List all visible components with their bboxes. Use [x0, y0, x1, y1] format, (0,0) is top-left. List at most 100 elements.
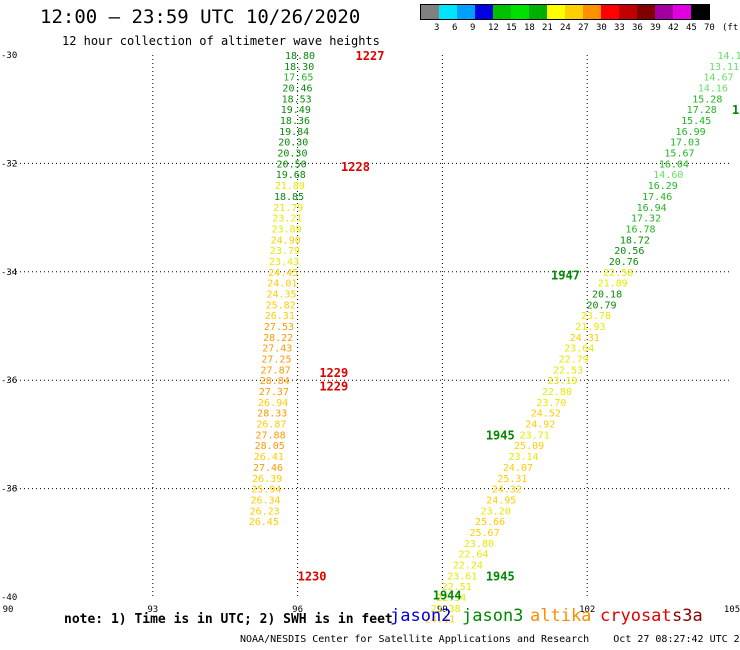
pass-time-label: 1945: [486, 569, 515, 583]
legend-label: 24: [560, 23, 571, 33]
swh-value: 26.39: [252, 474, 282, 485]
legend-color-bar: [420, 4, 710, 20]
swh-value: 28.33: [257, 409, 287, 420]
legend-label: 18: [524, 23, 535, 33]
swh-value: 18.36: [280, 116, 310, 127]
swh-value: 28.84: [260, 376, 290, 387]
legend-swatch: [547, 5, 565, 19]
legend-swatch: [475, 5, 493, 19]
swh-value: 20.46: [282, 84, 312, 95]
swh-value: 18.30: [284, 62, 314, 73]
swh-value: 25.66: [475, 517, 505, 528]
swh-value: 25.67: [469, 528, 499, 539]
y-tick-label: -40: [1, 593, 17, 603]
pass-time-label: 1229: [319, 366, 348, 380]
swh-value: 27.87: [261, 365, 291, 376]
swh-value: 22.64: [458, 550, 488, 561]
legend-swatch: [691, 5, 709, 19]
satellite-name: jason2: [390, 606, 452, 626]
chart-title: 12:00 — 23:59 UTC 10/26/2020: [40, 6, 361, 28]
swh-value: 16.94: [637, 203, 667, 214]
swh-value: 26.45: [249, 517, 279, 528]
swh-value: 26.34: [250, 495, 280, 506]
swh-value: 17.28: [687, 105, 717, 116]
chart-subtitle: 12 hour collection of altimeter wave hei…: [62, 34, 380, 48]
swh-value: 24.31: [570, 333, 600, 344]
swh-value: 23.21: [272, 214, 302, 225]
swh-value: 24.07: [503, 463, 533, 474]
pass-time-label: 1229: [319, 380, 348, 394]
swh-value: 27.53: [264, 322, 294, 333]
legend-swatch: [529, 5, 547, 19]
legend-label: 27: [578, 23, 589, 33]
swh-value: 23.79: [270, 246, 300, 257]
swh-value: 22.80: [542, 387, 572, 398]
x-tick-label: 90: [3, 605, 14, 615]
legend-swatch: [493, 5, 511, 19]
x-tick-label: 105: [724, 605, 740, 615]
swh-value: 20.30: [278, 138, 308, 149]
y-tick-label: -36: [1, 376, 17, 386]
swh-value: 24.52: [531, 409, 561, 420]
swh-value: 27.43: [262, 344, 292, 355]
swh-value: 21.79: [273, 203, 303, 214]
satellite-name: cryosat: [600, 606, 672, 626]
y-tick-label: -38: [1, 485, 17, 495]
legend-label: 3: [434, 23, 440, 33]
legend-swatch: [439, 5, 457, 19]
swh-value: 14.60: [653, 170, 683, 181]
swh-value: 23.70: [536, 398, 566, 409]
swh-value: 14.67: [703, 73, 733, 84]
swh-value: 20.76: [609, 257, 639, 268]
legend-label: 9: [470, 23, 476, 33]
legend-label: 6: [452, 23, 458, 33]
swh-value: 17.03: [670, 138, 700, 149]
legend-swatch: [421, 5, 439, 19]
swh-value: 21.93: [575, 322, 605, 333]
x-tick-label: 93: [147, 605, 158, 615]
swh-value: 24.95: [486, 495, 516, 506]
swh-value: 13.11: [709, 62, 739, 73]
swh-value: 17.46: [642, 192, 672, 203]
swh-value: 24.32: [492, 485, 522, 496]
legend-swatch: [619, 5, 637, 19]
legend-label: 12: [488, 23, 499, 33]
y-tick-label: -30: [1, 51, 17, 61]
swh-value: 24.01: [267, 279, 297, 290]
pass-time-label: 1230: [298, 569, 327, 583]
legend-label: 33: [614, 23, 625, 33]
swh-value: 16.99: [676, 127, 706, 138]
legend-unit: (ft): [722, 23, 740, 33]
swh-value: 23.64: [564, 344, 594, 355]
swh-value: 20.50: [277, 159, 307, 170]
swh-value: 23.20: [481, 506, 511, 517]
legend-swatch: [673, 5, 691, 19]
swh-value: 27.88: [255, 430, 285, 441]
swh-value: 27.37: [259, 387, 289, 398]
swh-value: 20.79: [586, 300, 616, 311]
pass-time-label: 1947: [551, 269, 580, 283]
pass-time-label: 1227: [356, 49, 385, 63]
swh-value: 15.45: [681, 116, 711, 127]
satellite-name: s3a: [672, 606, 703, 626]
legend-swatch: [601, 5, 619, 19]
swh-value: 25.82: [266, 300, 296, 311]
swh-value: 22.53: [553, 365, 583, 376]
swh-value: 26.87: [256, 420, 286, 431]
swh-value: 27.25: [261, 355, 291, 366]
swh-value: 27.46: [253, 463, 283, 474]
swh-value: 24.11: [425, 615, 455, 626]
legend-swatch: [511, 5, 529, 19]
swh-value: 23.89: [271, 224, 301, 235]
legend-label: 70: [704, 23, 715, 33]
pass-time-label: 1944: [433, 588, 462, 602]
swh-value: 17.65: [283, 73, 313, 84]
swh-value: 20.30: [277, 149, 307, 160]
swh-value: 22.34: [436, 593, 466, 604]
legend-swatch: [565, 5, 583, 19]
swh-value: 21.89: [598, 279, 628, 290]
swh-value: 19.68: [276, 170, 306, 181]
swh-value: 16.78: [625, 224, 655, 235]
